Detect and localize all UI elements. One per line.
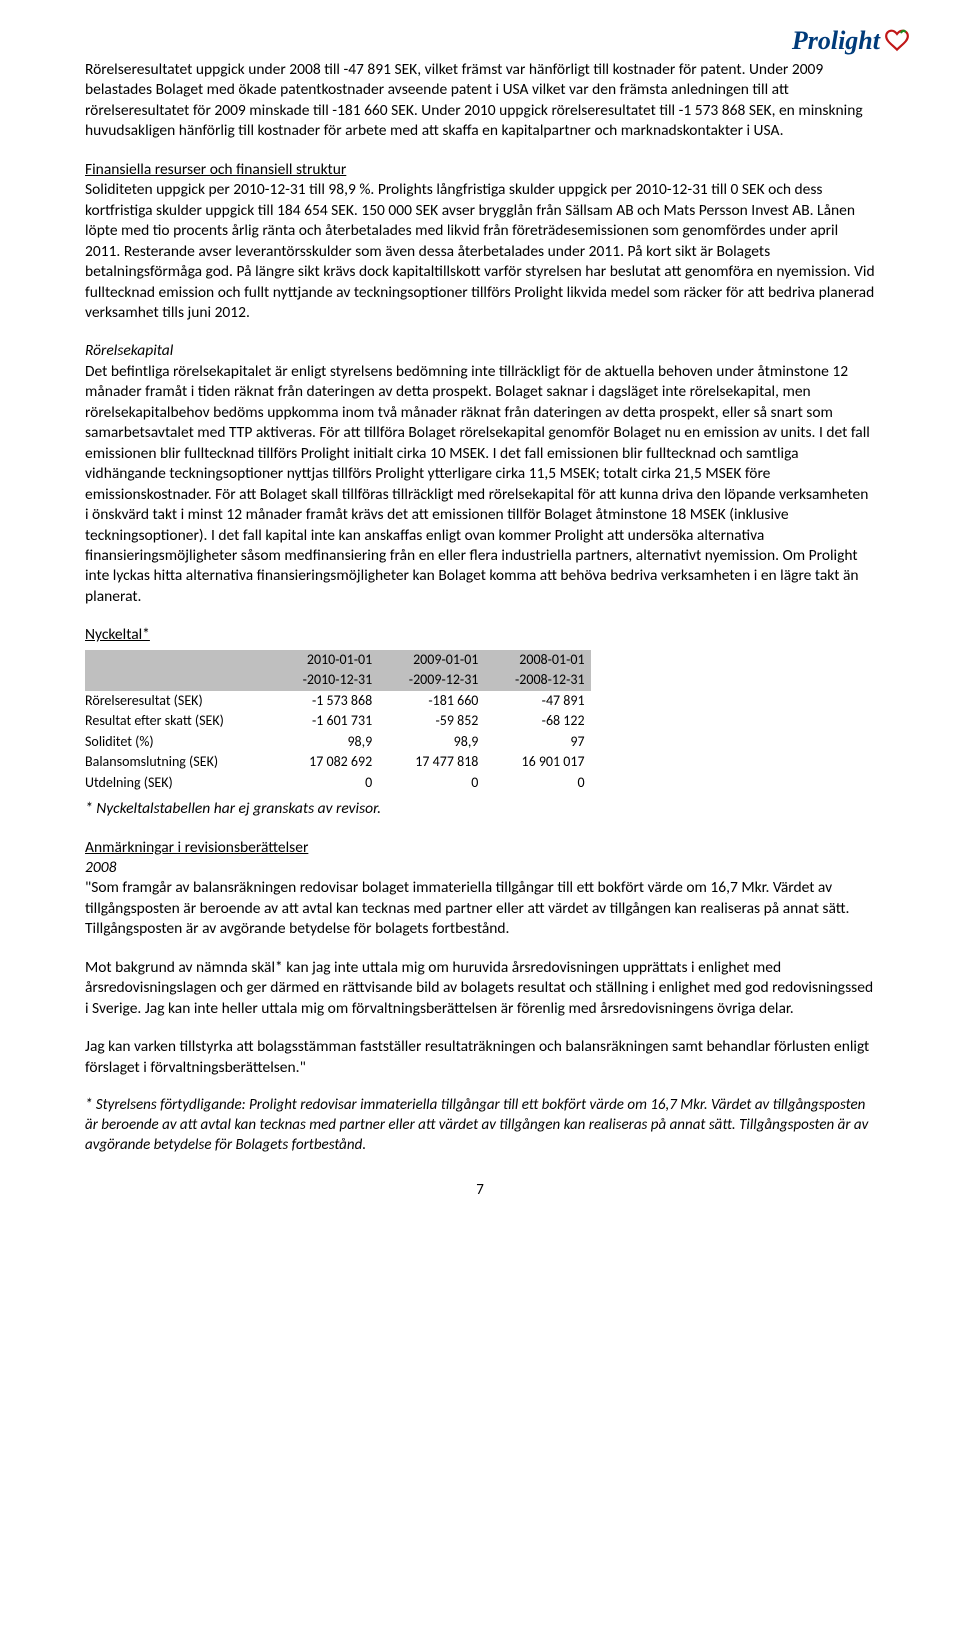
col-2008-l1: 2008-01-01 xyxy=(484,650,590,670)
row-value: -1 573 868 xyxy=(272,691,378,711)
table-row: Rörelseresultat (SEK)-1 573 868-181 660-… xyxy=(85,691,591,711)
heading-audit-remarks: Anmärkningar i revisionsberättelser xyxy=(85,838,875,858)
table-row: Soliditet (%)98,998,997 xyxy=(85,732,591,752)
row-value: 97 xyxy=(484,732,590,752)
row-value: -47 891 xyxy=(484,691,590,711)
table-row: Balansomslutning (SEK)17 082 69217 477 8… xyxy=(85,752,591,772)
col-2009-l2: -2009-12-31 xyxy=(378,670,484,690)
row-value: 17 477 818 xyxy=(378,752,484,772)
heading-key-ratios: Nyckeltal* xyxy=(85,625,875,645)
table-header-row-2: -2010-12-31 -2009-12-31 -2008-12-31 xyxy=(85,670,591,690)
row-value: 16 901 017 xyxy=(484,752,590,772)
row-value: -59 852 xyxy=(378,711,484,731)
paragraph-intro: Rörelseresultatet uppgick under 2008 til… xyxy=(85,60,875,142)
row-label: Rörelseresultat (SEK) xyxy=(85,691,272,711)
row-value: 0 xyxy=(378,773,484,793)
heading-financial-resources: Finansiella resurser och finansiell stru… xyxy=(85,160,875,180)
year-2008: 2008 xyxy=(85,858,875,878)
row-label: Balansomslutning (SEK) xyxy=(85,752,272,772)
row-value: 98,9 xyxy=(378,732,484,752)
table-header-row-1: 2010-01-01 2009-01-01 2008-01-01 xyxy=(85,650,591,670)
paragraph-remark-3: Jag kan varken tillstyrka att bolagsstäm… xyxy=(85,1037,875,1078)
row-value: 0 xyxy=(272,773,378,793)
table-footnote: * Nyckeltalstabellen har ej granskats av… xyxy=(85,799,875,819)
col-2009-l1: 2009-01-01 xyxy=(378,650,484,670)
document-page: Prolight Rörelseresultatet uppgick under… xyxy=(0,0,960,1241)
row-value: 17 082 692 xyxy=(272,752,378,772)
board-clarification-footnote: * Styrelsens förtydligande: Prolight red… xyxy=(85,1096,875,1155)
brand-text: Prolight xyxy=(792,24,880,58)
paragraph-financial-resources: Soliditeten uppgick per 2010-12-31 till … xyxy=(85,180,875,323)
table-row: Utdelning (SEK)000 xyxy=(85,773,591,793)
key-ratios-table: 2010-01-01 2009-01-01 2008-01-01 -2010-1… xyxy=(85,650,591,793)
col-2008-l2: -2008-12-31 xyxy=(484,670,590,690)
row-value: -181 660 xyxy=(378,691,484,711)
row-label: Resultat efter skatt (SEK) xyxy=(85,711,272,731)
table-body: Rörelseresultat (SEK)-1 573 868-181 660-… xyxy=(85,691,591,793)
paragraph-remark-2: Mot bakgrund av nämnda skäl* kan jag int… xyxy=(85,958,875,1019)
paragraph-working-capital: Det befintliga rörelsekapitalet är enlig… xyxy=(85,362,875,607)
col-2010-l1: 2010-01-01 xyxy=(272,650,378,670)
row-value: 0 xyxy=(484,773,590,793)
page-number: 7 xyxy=(85,1181,875,1201)
paragraph-remark-1: "Som framgår av balansräkningen redovisa… xyxy=(85,878,875,939)
heading-working-capital: Rörelsekapital xyxy=(85,341,875,361)
row-value: 98,9 xyxy=(272,732,378,752)
table-row: Resultat efter skatt (SEK)-1 601 731-59 … xyxy=(85,711,591,731)
row-value: -68 122 xyxy=(484,711,590,731)
heart-icon xyxy=(884,28,910,54)
brand-logo: Prolight xyxy=(792,24,910,58)
row-label: Soliditet (%) xyxy=(85,732,272,752)
row-label: Utdelning (SEK) xyxy=(85,773,272,793)
col-2010-l2: -2010-12-31 xyxy=(272,670,378,690)
row-value: -1 601 731 xyxy=(272,711,378,731)
